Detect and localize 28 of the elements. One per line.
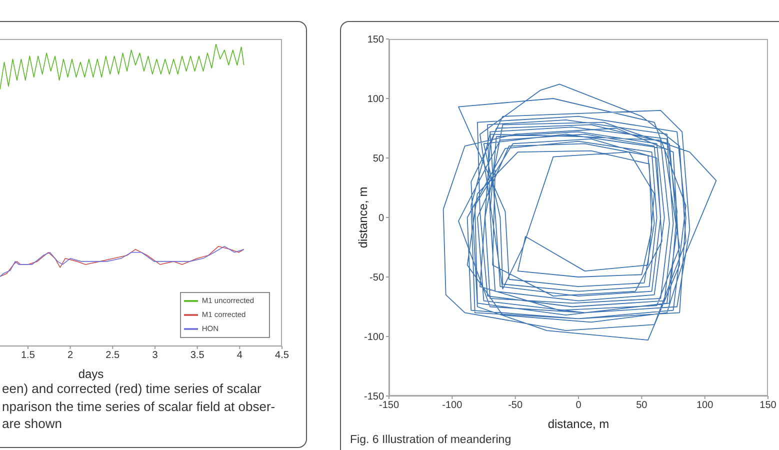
x-tick-label: 150 — [760, 400, 777, 412]
y-tick-label: 150 — [367, 34, 384, 46]
x-tick-label: 3 — [152, 350, 158, 362]
x-axis-title: distance, m — [548, 417, 610, 431]
y-axis-title: distance, m — [356, 186, 370, 248]
text: een) and corrected (red) time series of scalar — [2, 380, 262, 398]
text: nparison the time series of scalar field at obser- — [2, 398, 276, 415]
y-tick-label: 100 — [367, 94, 384, 106]
y-tick-label: -100 — [364, 332, 384, 344]
y-tick-label: -50 — [370, 272, 384, 284]
x-tick-label: -50 — [508, 400, 523, 412]
text: are shown — [2, 415, 63, 432]
x-tick-label: 100 — [696, 400, 714, 412]
x-tick-label: 50 — [636, 400, 648, 412]
y-tick-label: -150 — [364, 392, 384, 403]
x-tick-label: 3.5 — [190, 350, 205, 362]
y-tick-label: 50 — [372, 154, 384, 165]
x-tick-label: 1.5 — [20, 350, 36, 362]
x-tick-label: 0 — [576, 400, 582, 412]
x-tick-label: 4 — [236, 350, 243, 362]
caption: Fig. 6 Illustration of meandering — [350, 433, 512, 447]
x-axis-title: days — [78, 367, 104, 381]
y-tick-label: 0 — [378, 213, 384, 224]
x-tick-label: 2 — [68, 350, 74, 362]
x-tick-label: 2.5 — [106, 350, 120, 362]
x-tick-label: 4.5 — [275, 350, 290, 362]
line-series — [442, 84, 717, 341]
x-tick-label: -100 — [442, 400, 463, 412]
